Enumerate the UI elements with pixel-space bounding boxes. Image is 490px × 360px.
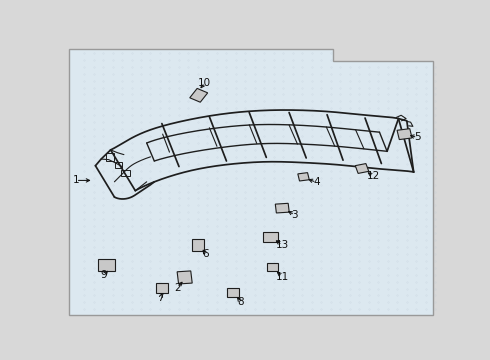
Text: 3: 3 <box>292 210 298 220</box>
FancyBboxPatch shape <box>263 232 277 242</box>
Text: 12: 12 <box>367 171 380 181</box>
FancyBboxPatch shape <box>177 271 192 284</box>
FancyBboxPatch shape <box>192 239 204 251</box>
Polygon shape <box>69 49 433 315</box>
Bar <box>121 170 129 176</box>
Bar <box>106 153 114 161</box>
Text: 9: 9 <box>100 270 107 280</box>
FancyBboxPatch shape <box>355 163 369 174</box>
Text: 11: 11 <box>276 271 289 282</box>
Text: 7: 7 <box>157 293 164 303</box>
FancyBboxPatch shape <box>267 263 277 271</box>
Bar <box>115 162 122 168</box>
Text: 6: 6 <box>202 249 209 259</box>
FancyBboxPatch shape <box>156 283 168 293</box>
FancyBboxPatch shape <box>298 173 309 181</box>
Text: 5: 5 <box>414 132 421 143</box>
Text: 2: 2 <box>174 283 180 293</box>
FancyBboxPatch shape <box>190 89 208 102</box>
FancyBboxPatch shape <box>227 288 239 297</box>
Text: 13: 13 <box>276 240 289 250</box>
Text: 4: 4 <box>313 177 320 187</box>
FancyBboxPatch shape <box>397 129 412 140</box>
Text: 1: 1 <box>73 175 79 185</box>
Text: 8: 8 <box>237 297 244 307</box>
FancyBboxPatch shape <box>98 259 115 271</box>
Text: 10: 10 <box>198 77 211 87</box>
FancyBboxPatch shape <box>275 203 289 213</box>
